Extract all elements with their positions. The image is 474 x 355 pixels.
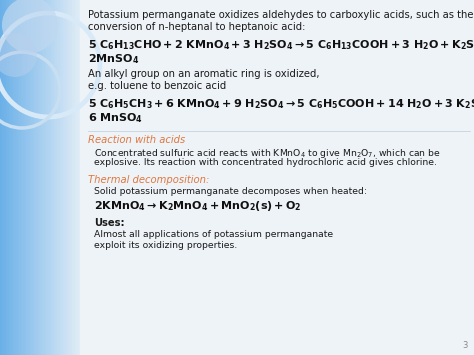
Polygon shape [10,0,12,355]
Polygon shape [73,0,75,355]
Polygon shape [58,0,60,355]
Text: explosive. Its reaction with concentrated hydrochloric acid gives chlorine.: explosive. Its reaction with concentrate… [94,158,437,167]
Polygon shape [13,0,15,355]
Polygon shape [42,0,44,355]
Polygon shape [60,0,62,355]
Polygon shape [66,0,67,355]
Polygon shape [81,0,82,355]
Polygon shape [44,0,45,355]
Text: Solid potassium permanganate decomposes when heated:: Solid potassium permanganate decomposes … [94,187,367,196]
Polygon shape [67,0,69,355]
Polygon shape [36,0,37,355]
Polygon shape [19,0,21,355]
Circle shape [2,0,58,53]
Text: $\mathbf{2MnSO_4}$: $\mathbf{2MnSO_4}$ [88,52,139,66]
Text: 3: 3 [463,341,468,350]
Text: Thermal decomposition:: Thermal decomposition: [88,175,210,185]
Polygon shape [4,0,6,355]
Polygon shape [12,0,13,355]
Polygon shape [18,0,19,355]
Polygon shape [75,0,76,355]
Text: Concentrated sulfuric acid reacts with $\mathrm{KMnO_4}$ to give $\mathrm{Mn_2O_: Concentrated sulfuric acid reacts with $… [94,147,441,160]
Polygon shape [28,0,30,355]
Polygon shape [8,0,9,355]
Polygon shape [55,0,57,355]
Polygon shape [46,0,48,355]
Polygon shape [3,0,4,355]
Text: An alkyl group on an aromatic ring is oxidized,: An alkyl group on an aromatic ring is ox… [88,69,319,79]
Text: e.g. toluene to benzoic acid: e.g. toluene to benzoic acid [88,81,226,91]
Polygon shape [51,0,53,355]
Text: Reaction with acids: Reaction with acids [88,135,185,145]
Polygon shape [48,0,49,355]
Polygon shape [40,0,42,355]
Text: exploit its oxidizing properties.: exploit its oxidizing properties. [94,241,237,250]
Polygon shape [63,0,64,355]
Text: $\mathbf{5\ C_6H_{13}CHO + 2\ KMnO_4 + 3\ H_2SO_4 \rightarrow 5\ C_6H_{13}COOH +: $\mathbf{5\ C_6H_{13}CHO + 2\ KMnO_4 + 3… [88,38,474,52]
Polygon shape [49,0,51,355]
Text: $\mathbf{5\ C_6H_5CH_3 + 6\ KMnO_4 + 9\ H_2SO_4 \rightarrow 5\ C_6H_5COOH + 14\ : $\mathbf{5\ C_6H_5CH_3 + 6\ KMnO_4 + 9\ … [88,97,474,111]
Polygon shape [15,0,17,355]
Polygon shape [17,0,18,355]
Polygon shape [27,0,28,355]
Polygon shape [24,0,26,355]
Polygon shape [1,0,3,355]
Polygon shape [22,0,24,355]
Polygon shape [89,0,90,355]
Polygon shape [54,0,55,355]
Polygon shape [6,0,8,355]
Polygon shape [72,0,73,355]
Text: $\mathbf{2KMnO_4 \rightarrow K_2MnO_4 + MnO_2(s) + O_2}$: $\mathbf{2KMnO_4 \rightarrow K_2MnO_4 + … [94,199,301,213]
Polygon shape [64,0,66,355]
Polygon shape [31,0,33,355]
Polygon shape [0,0,1,355]
Polygon shape [69,0,71,355]
Text: Uses:: Uses: [94,218,125,228]
Polygon shape [62,0,63,355]
Polygon shape [71,0,72,355]
Polygon shape [21,0,22,355]
Text: Potassium permanganate oxidizes aldehydes to carboxylic acids, such as the: Potassium permanganate oxidizes aldehyde… [88,10,474,20]
Polygon shape [57,0,58,355]
Text: $\mathbf{6\ MnSO_4}$: $\mathbf{6\ MnSO_4}$ [88,111,143,125]
Polygon shape [78,0,80,355]
Polygon shape [53,0,54,355]
Polygon shape [76,0,78,355]
Text: conversion of n-heptanal to heptanoic acid:: conversion of n-heptanal to heptanoic ac… [88,22,305,32]
Polygon shape [80,0,81,355]
Polygon shape [26,0,27,355]
Polygon shape [82,0,84,355]
Polygon shape [39,0,40,355]
Polygon shape [80,0,474,355]
Polygon shape [45,0,46,355]
Polygon shape [35,0,36,355]
Polygon shape [85,0,87,355]
Polygon shape [30,0,31,355]
Polygon shape [37,0,39,355]
Circle shape [0,33,37,77]
Text: Almost all applications of potassium permanganate: Almost all applications of potassium per… [94,230,333,239]
Polygon shape [9,0,10,355]
Polygon shape [33,0,35,355]
Polygon shape [84,0,85,355]
Polygon shape [87,0,89,355]
